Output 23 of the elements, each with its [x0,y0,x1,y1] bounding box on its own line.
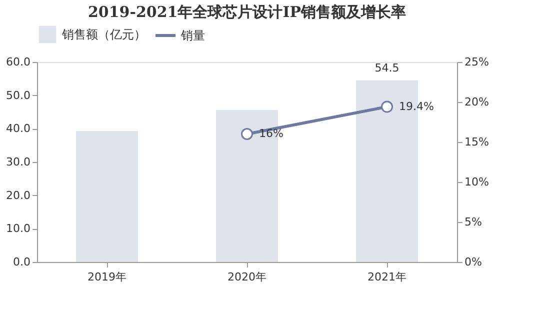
x-tick-label: 2020年 [228,270,266,284]
y2-tick-label: 5% [464,216,482,228]
bar [76,131,138,262]
y-tick-label: 30.0 [6,156,30,168]
legend-label: 销售额（亿元） [61,28,146,42]
x-tick-label: 2019年 [88,270,126,284]
y-tick-label: 40.0 [6,122,30,136]
y-tick-label: 0.0 [13,256,30,268]
data-label: 16% [259,127,284,140]
y2-tick-label: 15% [464,136,489,148]
y2-tick-label: 20% [464,96,489,108]
data-label: 19.4% [399,100,434,113]
legend-label: 销量 [180,28,205,42]
y-tick-label: 60.0 [6,56,30,68]
x-tick-label: 2021年 [368,270,406,284]
y2-tick-label: 10% [464,176,489,188]
y-tick-label: 10.0 [6,222,30,236]
y2-tick-label: 0% [464,256,482,268]
chart-title: 2019-2021年全球芯片设计IP销售额及增长率 [88,3,406,21]
y2-tick-label: 25% [464,56,489,68]
y-tick-label: 20.0 [6,188,30,202]
data-label: 54.5 [374,61,400,74]
y-tick-label: 50.0 [6,88,30,102]
